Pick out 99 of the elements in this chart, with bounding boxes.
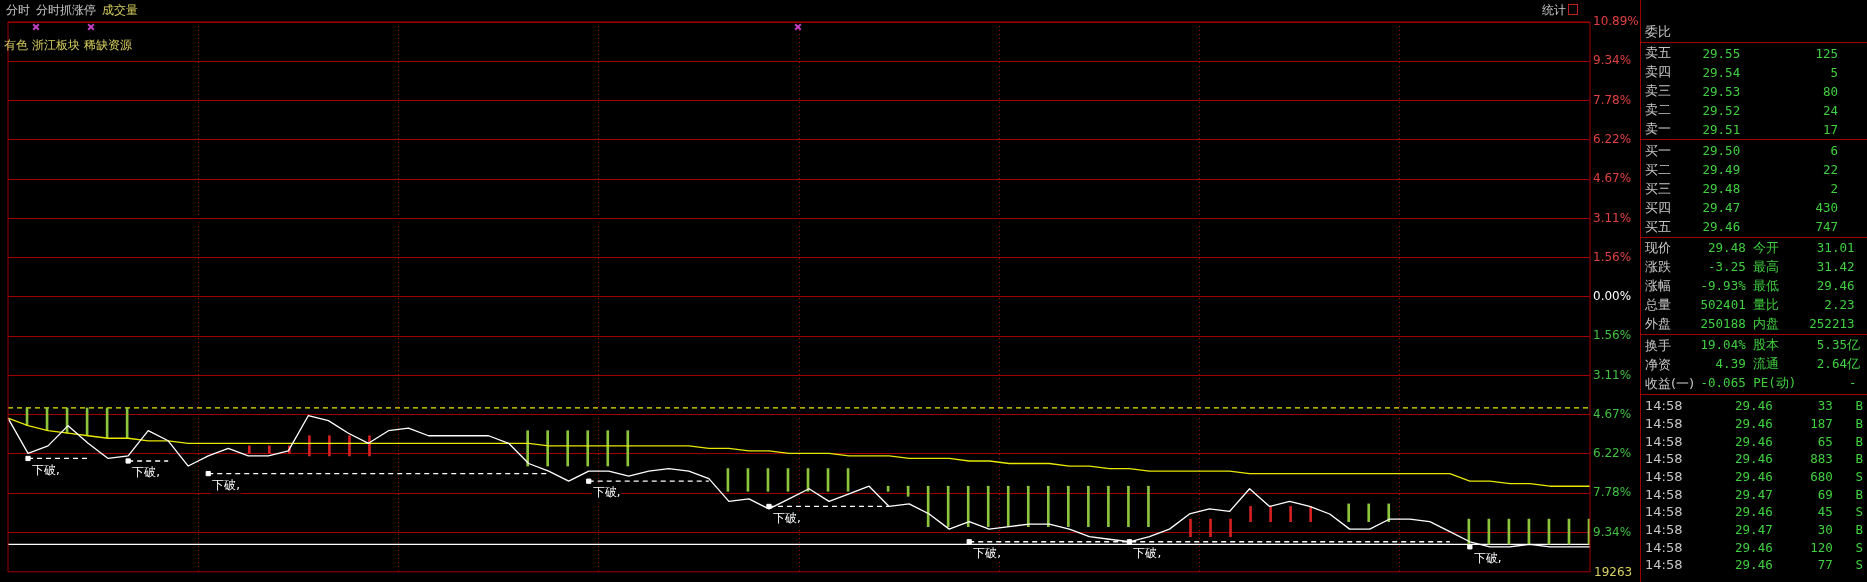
text: 收益(一) -0.065 PE(动) - xyxy=(1645,374,1857,393)
bar xyxy=(328,435,331,457)
bar xyxy=(1147,485,1150,527)
text: 14:58 29.47 69 B xyxy=(1645,486,1863,502)
text: 卖四 29.54 5 xyxy=(1645,64,1838,80)
chart-subtitle: 分时抓涨停 xyxy=(36,3,96,17)
y-tick-label: 4.67% xyxy=(1593,171,1632,186)
bar xyxy=(1249,506,1252,522)
text: 买五 29.46 747 xyxy=(1645,218,1838,234)
bar xyxy=(1269,506,1272,522)
y-tick-label: 3.11% xyxy=(1593,210,1632,225)
bar xyxy=(606,430,610,467)
point xyxy=(766,503,772,510)
text: 外盘 250188 内盘 252213 xyxy=(1645,315,1855,331)
text: 卖五 29.55 125 xyxy=(1645,45,1838,61)
text: 委比 xyxy=(1645,22,1672,41)
y-tick-label: 6.22% xyxy=(1593,132,1632,147)
annotation: 浙江板块 xyxy=(32,38,80,52)
data-label: 下破, xyxy=(132,465,160,480)
text: 涨幅 -9.93% 最低 29.46 xyxy=(1645,277,1855,294)
bar xyxy=(308,435,311,457)
y-tick-label: 9.34% xyxy=(1593,524,1632,539)
text: 现价 29.48 今开 31.01 xyxy=(1645,239,1855,256)
text: 买一 29.50 6 xyxy=(1645,142,1838,159)
point xyxy=(1467,544,1473,550)
y-tick-label: 7.78% xyxy=(1593,485,1632,500)
point xyxy=(205,470,211,477)
y-tick-label: 3.11% xyxy=(1593,367,1632,382)
bar xyxy=(1046,485,1050,527)
text: 统计 xyxy=(1542,2,1566,19)
bar xyxy=(1067,485,1070,527)
text: 总量 502401 量比 2.23 xyxy=(1645,296,1855,313)
data-label: 下破, xyxy=(973,545,1002,560)
bar xyxy=(1107,485,1110,527)
bar xyxy=(1289,506,1292,522)
text: 14:58 29.47 30 B xyxy=(1645,522,1863,537)
data-label: 下破, xyxy=(212,477,241,492)
point xyxy=(25,455,31,462)
point xyxy=(125,458,131,464)
bar xyxy=(546,430,550,467)
text: 买二 29.49 22 xyxy=(1645,161,1838,178)
bar xyxy=(626,430,630,467)
bar xyxy=(526,430,529,467)
bar xyxy=(348,435,351,457)
text: 14:58 29.46 45 S xyxy=(1645,504,1863,520)
y-tick-label: 1.56% xyxy=(1593,249,1632,264)
bar xyxy=(1026,485,1030,527)
y-tick-label: 9.34% xyxy=(1593,53,1632,68)
text: 买三 29.48 2 xyxy=(1645,180,1838,197)
bar xyxy=(1347,503,1351,522)
text: 14:58 29.46 65 B xyxy=(1645,433,1863,449)
text: 成交量 xyxy=(102,3,138,17)
bar xyxy=(1189,518,1192,538)
bar xyxy=(1309,506,1312,522)
text: 卖二 29.52 24 xyxy=(1645,102,1838,118)
y-tick-label: 6.22% xyxy=(1593,446,1632,461)
bar xyxy=(1209,518,1212,538)
y-tick-label: 1.56% xyxy=(1593,328,1632,343)
bar xyxy=(966,485,970,527)
chart-title: 分时 xyxy=(6,3,30,17)
text: 14:58 29.46 187 B xyxy=(1645,415,1863,431)
bar xyxy=(1127,485,1130,527)
bar xyxy=(1387,503,1391,522)
text: 19263 xyxy=(1594,565,1633,579)
text: 14:58 29.46 680 S xyxy=(1645,468,1863,484)
data-label: 下破, xyxy=(32,462,60,477)
data-label: 下破, xyxy=(592,485,621,500)
bar xyxy=(586,430,590,467)
bar xyxy=(268,445,271,454)
data-label: 下破, xyxy=(1473,550,1502,565)
text: 涨跌 -3.25 最高 31.42 xyxy=(1645,258,1855,275)
text: 14:58 29.46 33 B xyxy=(1645,398,1863,414)
bar xyxy=(566,430,570,467)
point xyxy=(966,539,972,545)
text: 14:58 29.46 120 S xyxy=(1645,539,1863,555)
data-label: 下破, xyxy=(772,510,801,525)
bar xyxy=(247,445,251,454)
point xyxy=(586,478,592,484)
text: 净资 4.39 流通 2.64亿 xyxy=(1645,356,1860,372)
annotation: 稀缺资源 xyxy=(84,38,132,52)
point xyxy=(1126,539,1133,545)
text: 换手 19.04% 股本 5.35亿 xyxy=(1645,337,1860,353)
y-tick-label: 4.67% xyxy=(1593,406,1632,421)
bar xyxy=(1006,485,1010,527)
text: 卖三 29.53 80 xyxy=(1645,83,1838,99)
annotation: 有色 xyxy=(4,38,28,52)
data-label: 下破, xyxy=(1133,545,1162,560)
bar xyxy=(1367,503,1371,522)
text: 买四 29.47 430 xyxy=(1645,199,1838,216)
text: 14:58 29.46 883 B xyxy=(1645,451,1863,467)
y-tick-label: 10.89% xyxy=(1593,14,1639,29)
text: 14:58 29.46 77 S xyxy=(1645,557,1863,573)
text: 卖一 29.51 17 xyxy=(1645,121,1838,137)
y-tick-label: 0.00% xyxy=(1593,289,1632,304)
bar xyxy=(1087,485,1090,527)
bar xyxy=(986,485,990,527)
bar xyxy=(1229,518,1232,538)
bar xyxy=(946,485,950,527)
y-tick-label: 7.78% xyxy=(1593,92,1632,107)
